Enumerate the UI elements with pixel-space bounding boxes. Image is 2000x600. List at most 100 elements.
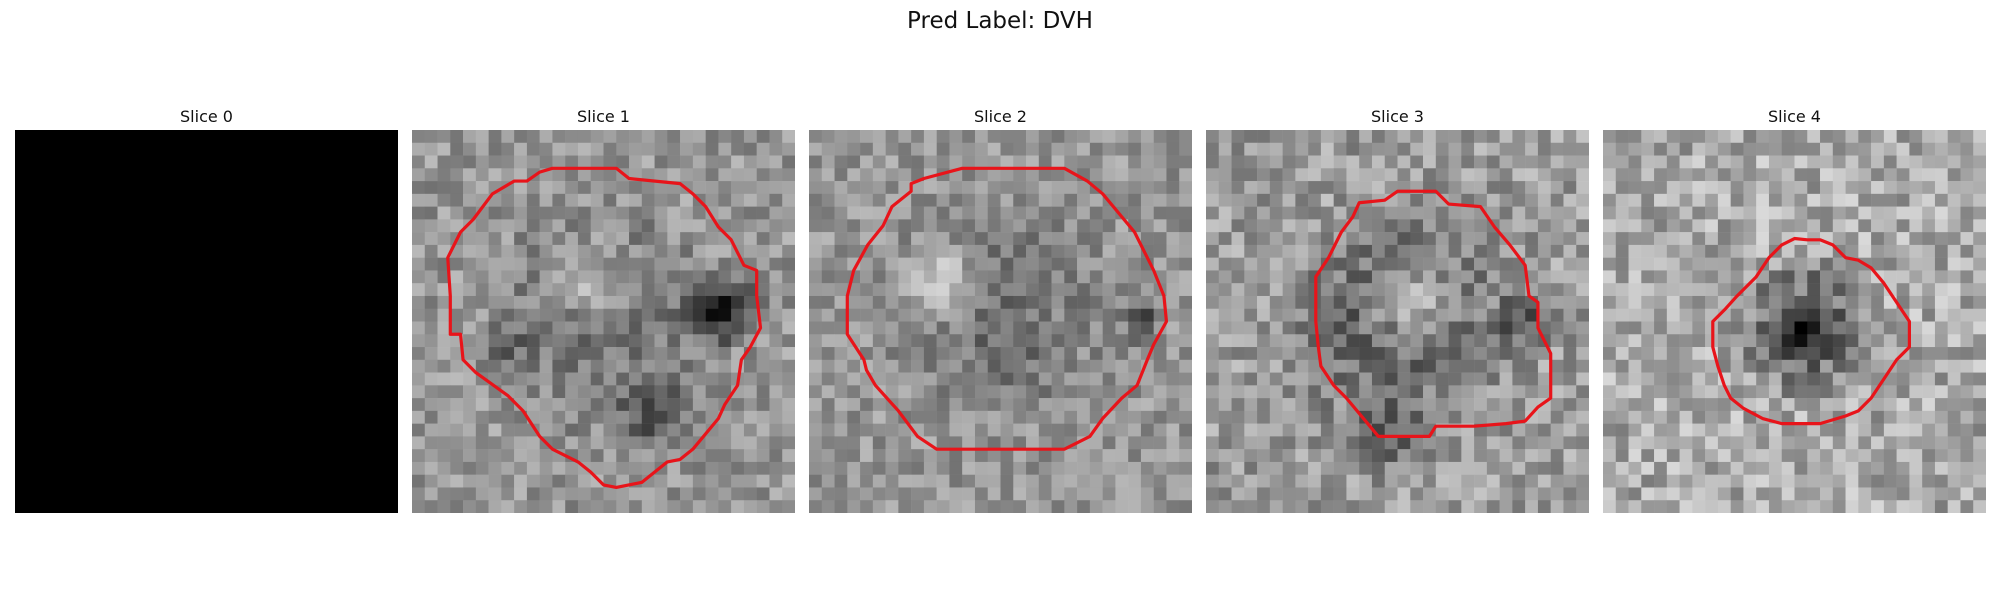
slice-pixel [488,334,502,348]
slice-pixel [603,142,617,156]
slice-pixel [1218,359,1232,373]
slice-pixel [936,244,950,258]
slice-pixel [1026,449,1040,463]
slice-pixel [1166,398,1180,412]
slice-pixel [705,334,719,348]
slice-pixel [1794,347,1808,361]
slice-pixel [1743,334,1757,348]
slice-pixel [680,257,694,271]
slice-pixel [1474,385,1488,399]
slice-pixel [1231,487,1245,501]
slice-pixel [680,219,694,233]
slice-pixel [821,193,835,207]
slice-pixel [641,219,655,233]
slice-pixel [1679,308,1693,322]
slice-pixel [437,206,451,220]
slice-pixel [526,308,540,322]
slice-pixel [1320,436,1334,450]
slice-pixel [1026,283,1040,297]
slice-pixel [692,461,706,475]
slice-pixel [756,257,770,271]
slice-pixel [1282,347,1296,361]
slice-pixel [1257,244,1271,258]
slice-pixel [437,359,451,373]
slice-pixel [1832,487,1846,501]
slice-pixel [577,232,591,246]
slice-pixel [1435,500,1449,513]
slice-pixel [1038,398,1052,412]
slice-pixel [1922,449,1936,463]
slice-pixel [1179,347,1192,361]
slice-pixel [565,270,579,284]
slice-pixel [1000,219,1014,233]
slice-pixel [1051,410,1065,424]
slice-pixel [1973,206,1986,220]
slice-pixel [1730,130,1744,144]
slice-pixel [565,219,579,233]
slice-pixel [987,347,1001,361]
slice-pixel [1563,372,1577,386]
slice-pixel [1179,181,1192,195]
slice-pixel [885,308,899,322]
slice-pixel [1858,244,1872,258]
slice-pixel [834,334,848,348]
slice-pixel [1537,155,1551,169]
slice-pixel [488,308,502,322]
slice-pixel [1807,347,1821,361]
slice-pixel [1410,474,1424,488]
slice-pixel [847,321,861,335]
slice-pixel [654,385,668,399]
slice-pixel [1461,155,1475,169]
slice-4-contour [1711,236,1911,426]
slice-pixel [1730,219,1744,233]
slice-pixel [782,449,795,463]
slice-pixel [1295,372,1309,386]
slice-pixel [590,295,604,309]
slice-pixel [1077,410,1091,424]
slice-pixel [1206,232,1220,246]
slice-pixel [667,283,681,297]
slice-pixel [1206,181,1220,195]
slice-pixel [1269,219,1283,233]
slice-pixel [1206,295,1220,309]
slice-pixel [731,449,745,463]
slice-pixel [847,410,861,424]
slice-pixel [872,436,886,450]
slice-pixel [731,423,745,437]
slice-pixel [514,372,528,386]
slice-pixel [1692,487,1706,501]
slice-pixel [1717,449,1731,463]
slice-pixel [1218,206,1232,220]
slice-pixel [488,487,502,501]
slice-pixel [731,347,745,361]
slice-pixel [1858,142,1872,156]
slice-pixel [526,283,540,297]
slice-pixel [1603,244,1617,258]
slice-pixel [756,270,770,284]
slice-pixel [1909,181,1923,195]
slice-pixel [514,295,528,309]
slice-pixel [1743,257,1757,271]
slice-pixel [1448,436,1462,450]
slice-pixel [1615,232,1629,246]
slice-pixel [514,219,528,233]
slice-pixel [552,295,566,309]
slice-pixel [475,461,489,475]
slice-pixel [654,270,668,284]
slice-pixel [501,244,515,258]
slice-pixel [949,474,963,488]
slice-pixel [743,410,757,424]
slice-pixel [1550,487,1564,501]
slice-pixel [514,487,528,501]
slice-pixel [590,347,604,361]
slice-pixel [1909,142,1923,156]
slice-pixel [1807,436,1821,450]
slice-pixel [1435,347,1449,361]
slice-pixel [1807,334,1821,348]
slice-pixel [463,487,477,501]
slice-pixel [526,244,540,258]
slice-pixel [731,168,745,182]
slice-pixel [1525,244,1539,258]
slice-pixel [847,359,861,373]
slice-pixel [1269,410,1283,424]
